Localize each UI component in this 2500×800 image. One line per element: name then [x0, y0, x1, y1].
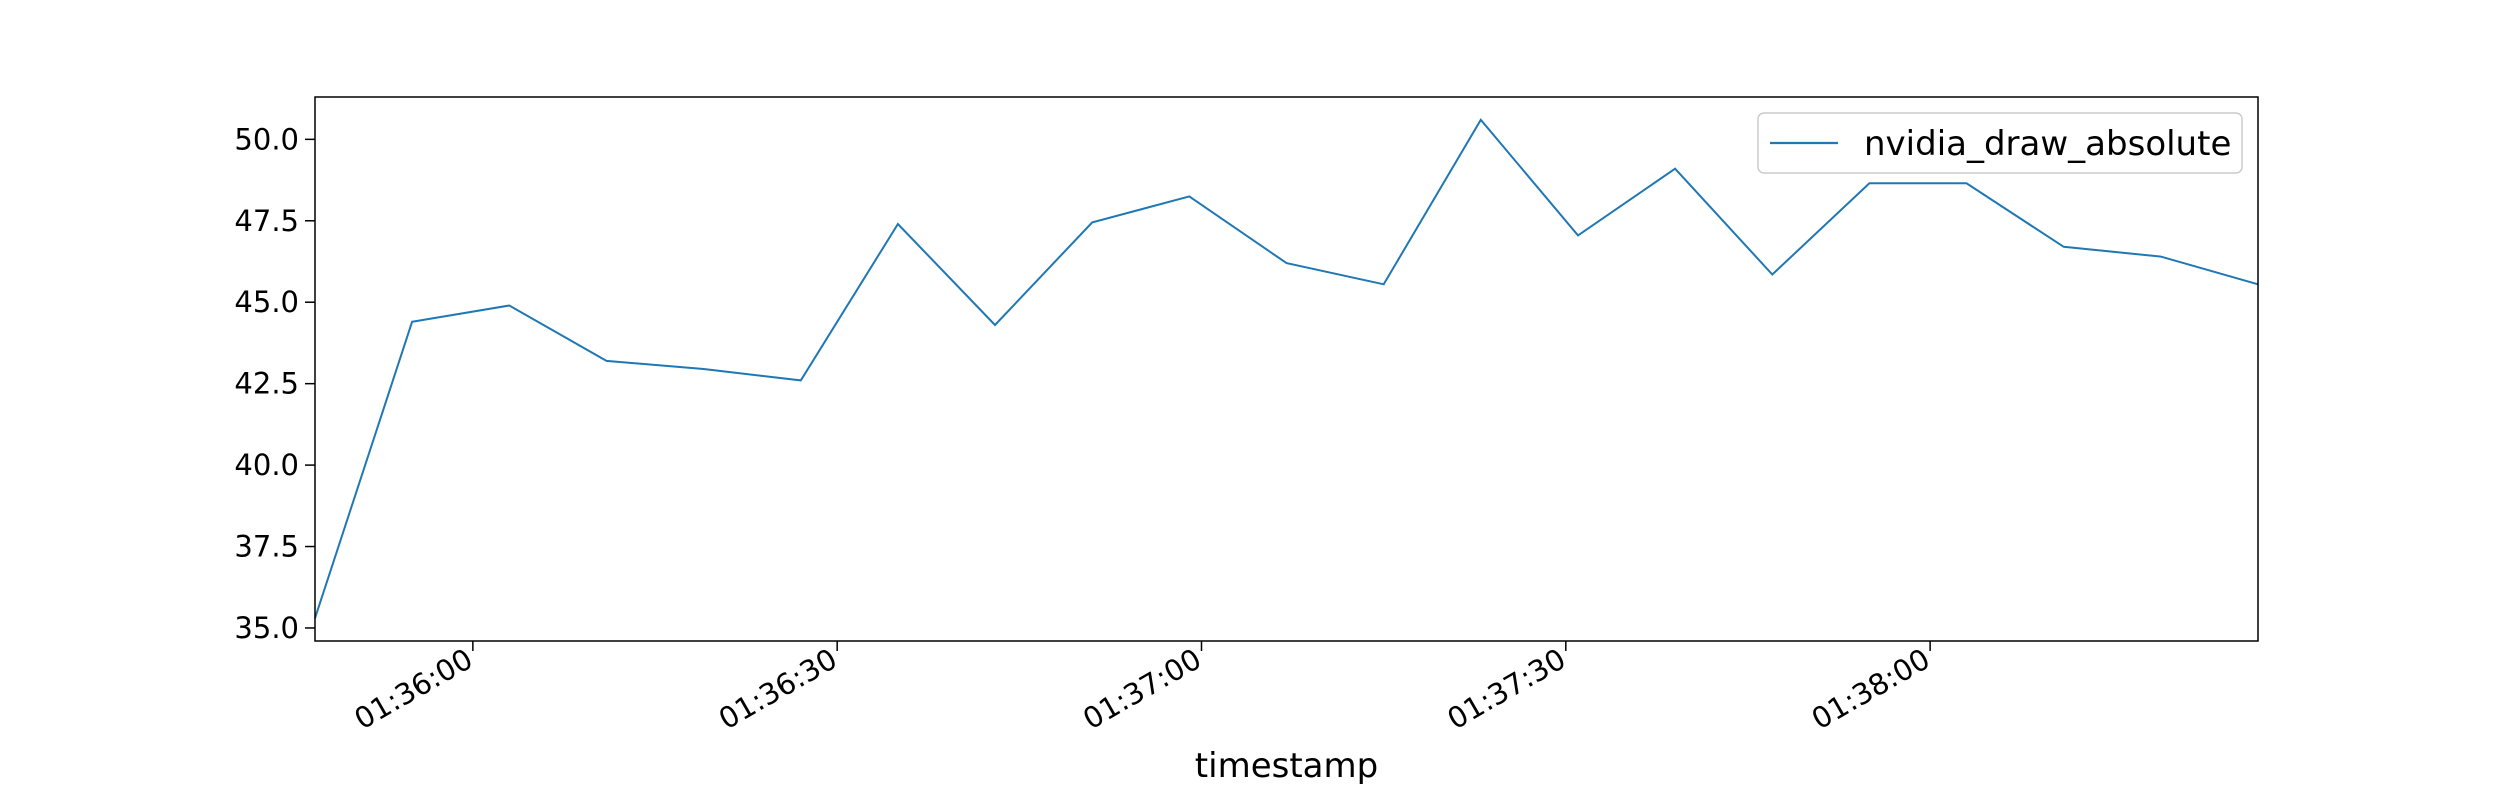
series-layer — [314, 118, 2259, 619]
y-axis-ticks: 35.0 37.5 40.0 42.5 45.0 47.5 50.0 — [234, 122, 315, 645]
plot-area-frame — [314, 96, 2259, 642]
x-axis-label: timestamp — [1195, 746, 1378, 786]
y-tick-label: 35.0 — [234, 611, 299, 645]
y-tick-label: 45.0 — [234, 285, 299, 319]
y-tick-label: 47.5 — [234, 204, 299, 238]
y-tick-label: 42.5 — [234, 367, 299, 401]
y-tick-label: 40.0 — [234, 448, 299, 482]
y-tick-label: 50.0 — [234, 122, 299, 156]
series-line — [314, 118, 2259, 619]
legend: nvidia_draw_absolute — [1757, 112, 2243, 174]
legend-box — [1757, 112, 2243, 174]
y-tick-label: 37.5 — [234, 530, 299, 564]
legend-entry-label: nvidia_draw_absolute — [1864, 124, 2231, 164]
